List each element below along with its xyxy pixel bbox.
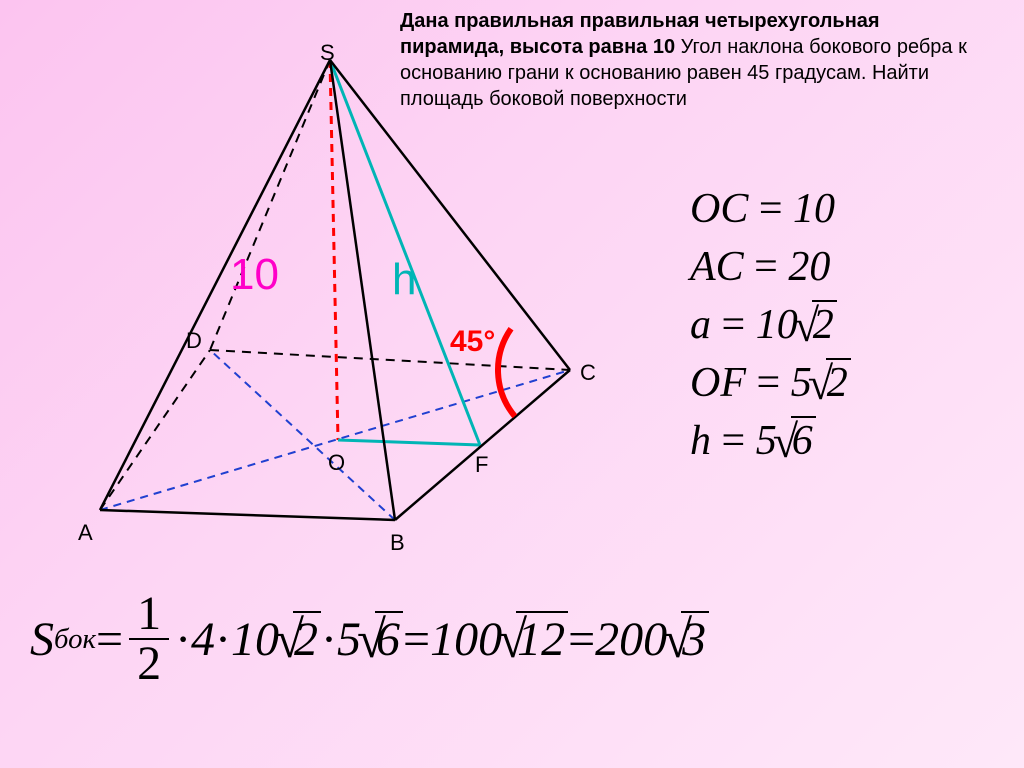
equation-1: AC = 20 (690, 243, 1010, 291)
equation-2: a = 102 (690, 301, 1010, 349)
final-equation: Sбок = 12·4·102 ·56 = 10012 = 2003 (30, 590, 709, 688)
slant-h-label: h (392, 255, 416, 305)
vertex-label-D: D (186, 328, 202, 354)
vertex-label-B: B (390, 530, 405, 556)
pyramid-svg (40, 40, 620, 560)
vertex-label-F: F (475, 452, 488, 478)
equation-3: OF = 52 (690, 359, 1010, 407)
equation-0: OC = 10 (690, 185, 1010, 233)
equation-4: h = 56 (690, 417, 1010, 465)
equation-list: OC = 10 AC = 20 a = 102 OF = 52 h = 56 (690, 185, 1010, 475)
angle-label: 45° (450, 325, 495, 359)
pyramid-diagram: 10 h 45° SABCDOF (40, 40, 620, 540)
vertex-label-S: S (320, 40, 335, 66)
height-value-label: 10 (230, 250, 279, 300)
vertex-label-A: A (78, 520, 93, 546)
vertex-label-O: O (328, 450, 345, 476)
vertex-label-C: C (580, 360, 596, 386)
